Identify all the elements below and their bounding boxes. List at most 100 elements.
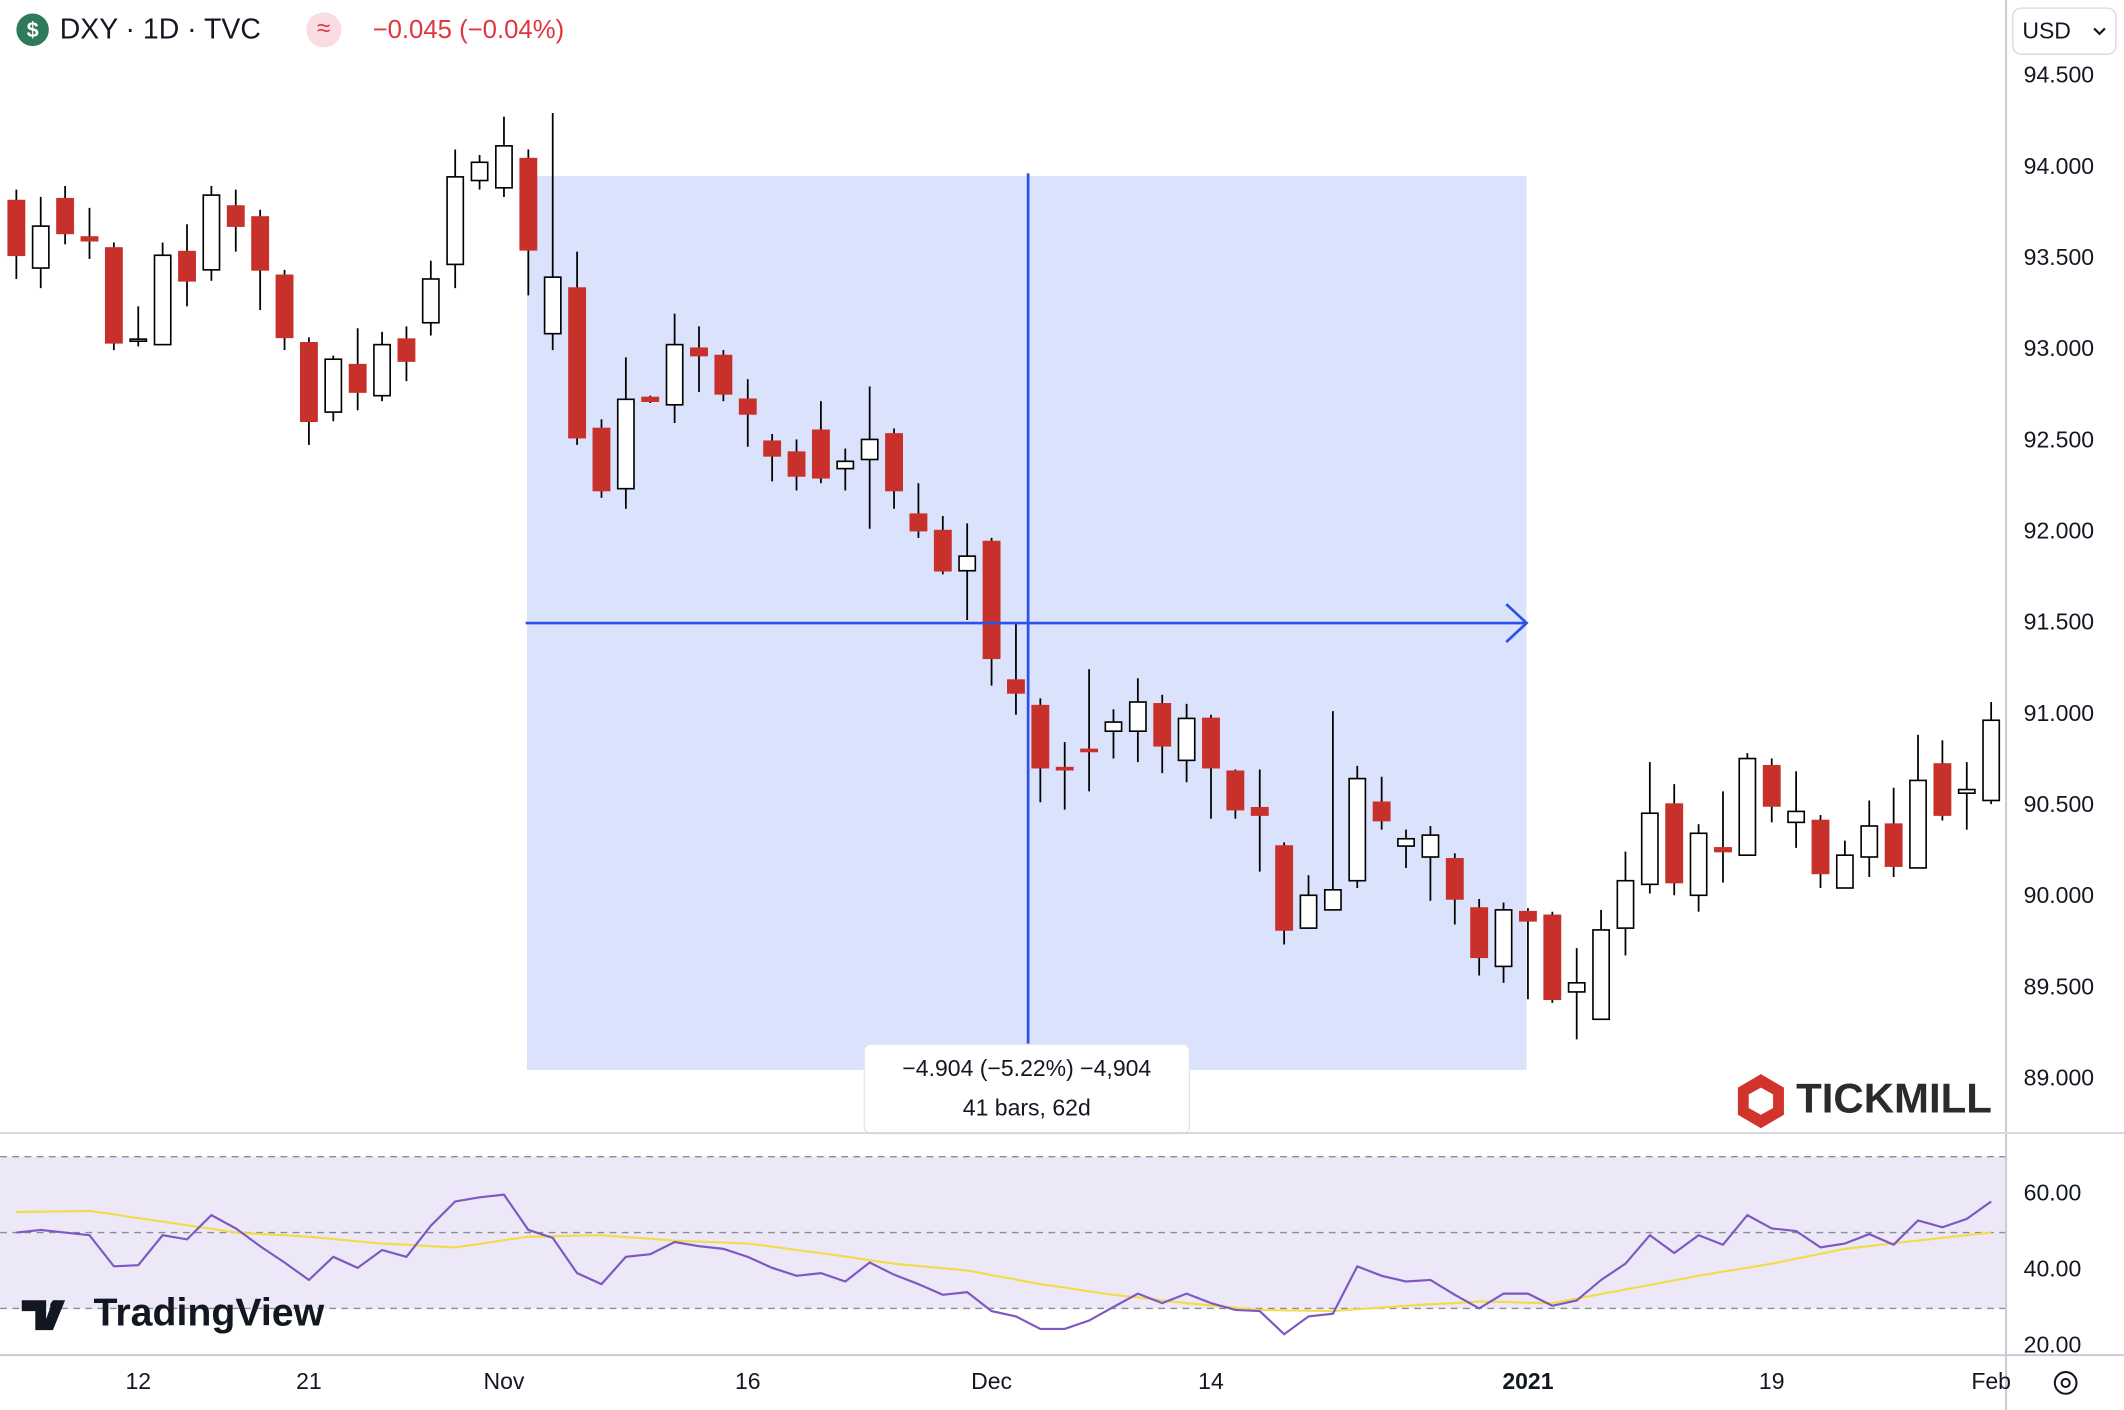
candle-body xyxy=(909,513,928,532)
settings-button[interactable] xyxy=(2053,1371,2078,1395)
y-tick-label: 93.500 xyxy=(2024,244,2094,270)
candle-body xyxy=(1518,910,1537,922)
candle-body xyxy=(1665,803,1684,884)
candle-body xyxy=(470,161,489,182)
candle-body xyxy=(1323,889,1342,911)
currency-button[interactable] xyxy=(2012,7,2117,55)
y-tick-label: 94.500 xyxy=(2024,62,2094,88)
x-tick-label: Dec xyxy=(971,1368,1012,1394)
broker-logo: TICKMILL xyxy=(1737,1074,1992,1129)
candle-body xyxy=(519,157,538,251)
candle-body xyxy=(1787,810,1806,824)
symbol-title[interactable]: DXY · 1D · TVC xyxy=(60,14,261,46)
x-tick-label: 12 xyxy=(125,1368,151,1394)
candle-body xyxy=(763,440,782,457)
candle-body xyxy=(1494,909,1513,968)
settings-icon[interactable] xyxy=(2053,1371,2078,1395)
y-tick-label: 40.00 xyxy=(2024,1256,2082,1282)
candle-body xyxy=(31,225,50,269)
candle-body xyxy=(1055,766,1074,771)
candle-body xyxy=(836,460,855,470)
candle-body xyxy=(104,247,123,344)
candle-body xyxy=(1762,765,1781,807)
y-tick-label: 89.500 xyxy=(2024,973,2094,999)
candle-body xyxy=(885,433,903,492)
candle-body xyxy=(80,236,99,242)
candle-body xyxy=(1543,914,1562,1001)
candle-body xyxy=(1007,679,1025,694)
candle-body xyxy=(178,250,196,282)
candle-body xyxy=(958,555,977,572)
candle-body xyxy=(982,540,1001,660)
candle-body xyxy=(1884,823,1903,867)
candle-body xyxy=(568,287,587,439)
x-tick-label: 21 xyxy=(296,1368,322,1394)
header: $ DXY · 1D · TVC ≈ −0.045 (−0.04%) USD xyxy=(16,7,2117,55)
candle-body xyxy=(738,398,757,415)
candle-body xyxy=(1397,837,1415,847)
candle-body xyxy=(1592,929,1611,1021)
x-tick-label: 19 xyxy=(1759,1368,1785,1394)
candle-body xyxy=(1421,834,1440,858)
measure-arrow xyxy=(1505,603,1529,644)
chevron xyxy=(2093,27,2106,36)
rsi-line xyxy=(16,1209,1992,1313)
candle-body xyxy=(860,438,879,461)
candle-body xyxy=(1982,719,2001,802)
candle-body xyxy=(7,199,26,257)
candle-body xyxy=(1202,717,1220,769)
indicator-icon-bg xyxy=(306,12,342,48)
candle-body xyxy=(446,176,465,266)
y-tick-label: 94.000 xyxy=(2024,153,2094,179)
candle-body xyxy=(1128,701,1147,732)
candle-body xyxy=(275,274,294,339)
candle-body xyxy=(324,358,343,413)
candle-body xyxy=(1104,721,1123,732)
axes: 89.000 89.500 90.000 90.500 91.000 91.500 92.0… xyxy=(125,62,2094,1394)
candle-body xyxy=(1860,825,1879,858)
candle-body xyxy=(811,429,830,479)
candle-body xyxy=(1738,757,1757,856)
broker-name: TICKMILL xyxy=(1796,1074,1992,1121)
candle-body xyxy=(1835,854,1854,889)
candle-body xyxy=(1567,982,1586,993)
x-tick-label: 14 xyxy=(1198,1368,1224,1394)
y-tick-label: 93.000 xyxy=(2024,335,2094,361)
settings-icon-inner xyxy=(2060,1377,2071,1388)
currency-label[interactable]: USD xyxy=(2022,18,2071,44)
candle-body xyxy=(665,343,684,406)
candle-body xyxy=(1299,894,1318,929)
rsi-line xyxy=(16,1193,1992,1336)
candle-body xyxy=(714,354,733,395)
candle-body xyxy=(1957,788,1976,794)
rsi-pane xyxy=(0,1156,2007,1336)
candle-body xyxy=(226,205,245,227)
candles xyxy=(7,113,2001,1040)
candle-body xyxy=(787,451,806,477)
y-tick-label: 90.500 xyxy=(2024,791,2094,817)
candle-body xyxy=(56,197,75,235)
candle-body xyxy=(299,341,318,423)
candle-body xyxy=(1470,907,1489,959)
candle-body xyxy=(592,427,611,492)
candle-body xyxy=(1445,858,1464,900)
y-tick-label: 60.00 xyxy=(2024,1180,2082,1206)
candle-body xyxy=(1226,770,1245,811)
platform-logo: TradingView xyxy=(21,1291,325,1335)
x-tick-label: Nov xyxy=(483,1368,524,1394)
candle-body xyxy=(1909,779,1927,869)
measure-lines: −4.904 (−5.22%) −4,904 41 bars, 62d xyxy=(525,173,1529,1135)
candle-body xyxy=(1372,801,1391,822)
y-tick-label: 92.500 xyxy=(2024,426,2094,452)
candle-body xyxy=(202,194,221,271)
candle-body xyxy=(641,396,660,402)
candle-body xyxy=(1275,845,1294,931)
y-tick-label: 90.000 xyxy=(2024,882,2094,908)
indicator-icon[interactable]: ≈ xyxy=(317,15,330,42)
measure-label: −4.904 (−5.22%) −4,904 xyxy=(902,1055,1151,1081)
y-tick-label: 89.000 xyxy=(2024,1065,2094,1091)
candle-body xyxy=(1689,832,1708,897)
candle-body xyxy=(1080,748,1099,753)
x-tick-label: Feb xyxy=(1971,1368,2011,1394)
